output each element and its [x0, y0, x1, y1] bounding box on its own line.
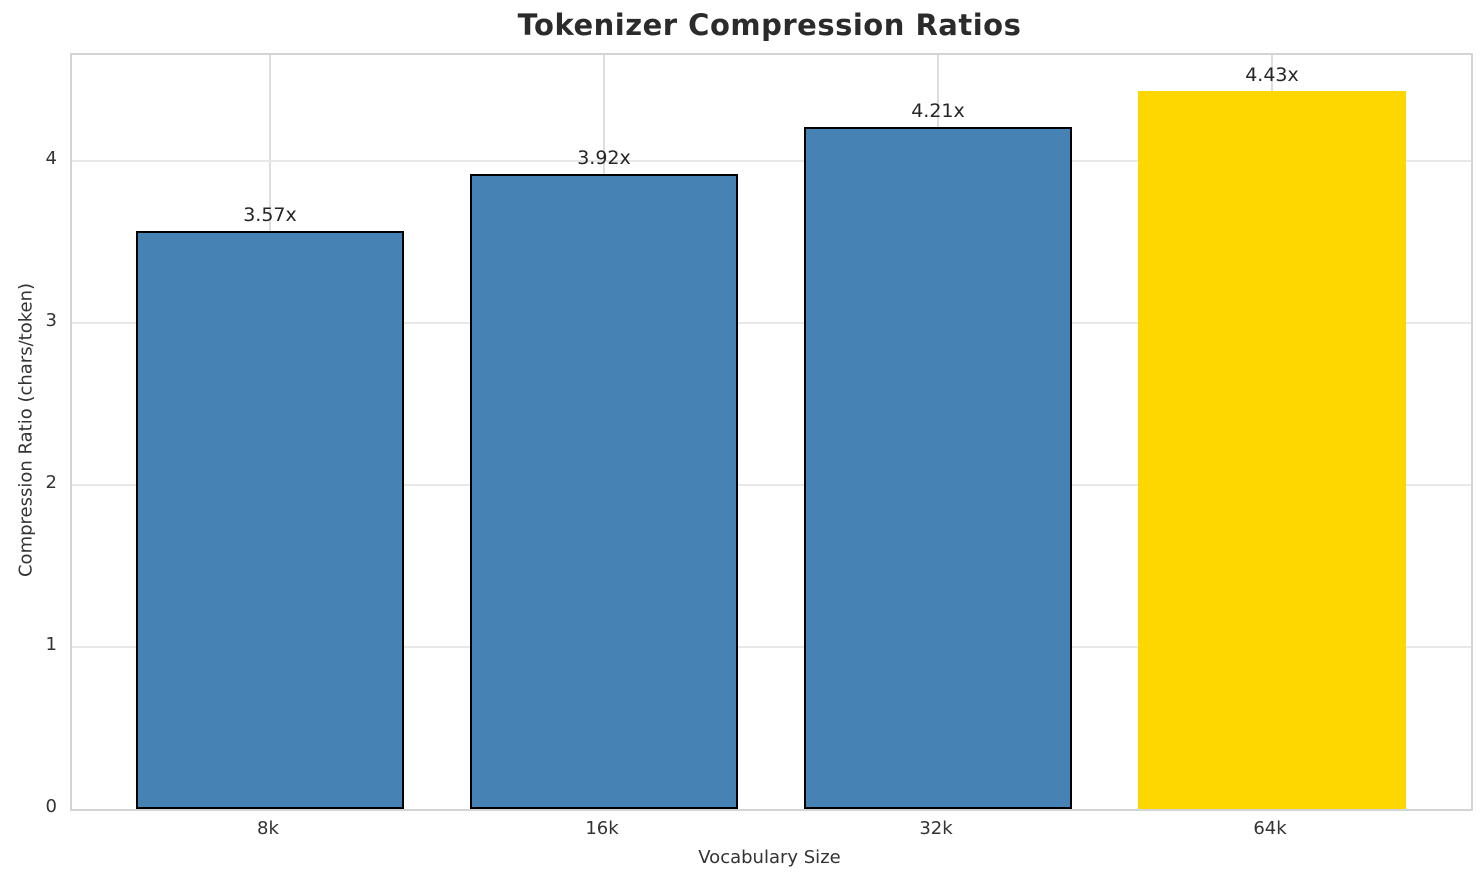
y-tick-label: 2: [45, 472, 57, 493]
gridline-horizontal: [72, 160, 1471, 162]
x-tick-label-64k: 64k: [1253, 818, 1287, 839]
plot-area: 3.57x 3.92x 4.21x 4.43x: [70, 53, 1473, 811]
gridline-horizontal: [72, 484, 1471, 486]
y-tick-label: 0: [45, 796, 57, 817]
gridline-horizontal: [72, 646, 1471, 648]
bar-value-label: 4.21x: [911, 100, 965, 122]
y-axis-ticks: 0 1 2 3 4: [0, 53, 57, 817]
chart-title: Tokenizer Compression Ratios: [517, 8, 1022, 42]
x-tick-label-16k: 16k: [585, 818, 619, 839]
y-tick-label: 4: [45, 148, 57, 169]
x-tick-label-32k: 32k: [919, 818, 953, 839]
bar-value-label: 3.92x: [577, 147, 631, 169]
bar-value-label: 4.43x: [1245, 64, 1299, 87]
x-tick-label-8k: 8k: [257, 818, 279, 839]
bar-16k: [470, 174, 738, 809]
y-tick-label: 3: [45, 310, 57, 331]
y-tick-label: 1: [45, 634, 57, 655]
gridline-horizontal: [72, 322, 1471, 324]
x-axis-ticks: 8k 16k 32k 64k: [70, 818, 1469, 848]
bar-8k: [136, 230, 404, 809]
bar-value-label: 3.57x: [243, 203, 297, 226]
x-axis-title: Vocabulary Size: [698, 847, 841, 868]
bar-64k: [1138, 91, 1406, 809]
bar-32k: [804, 127, 1072, 809]
